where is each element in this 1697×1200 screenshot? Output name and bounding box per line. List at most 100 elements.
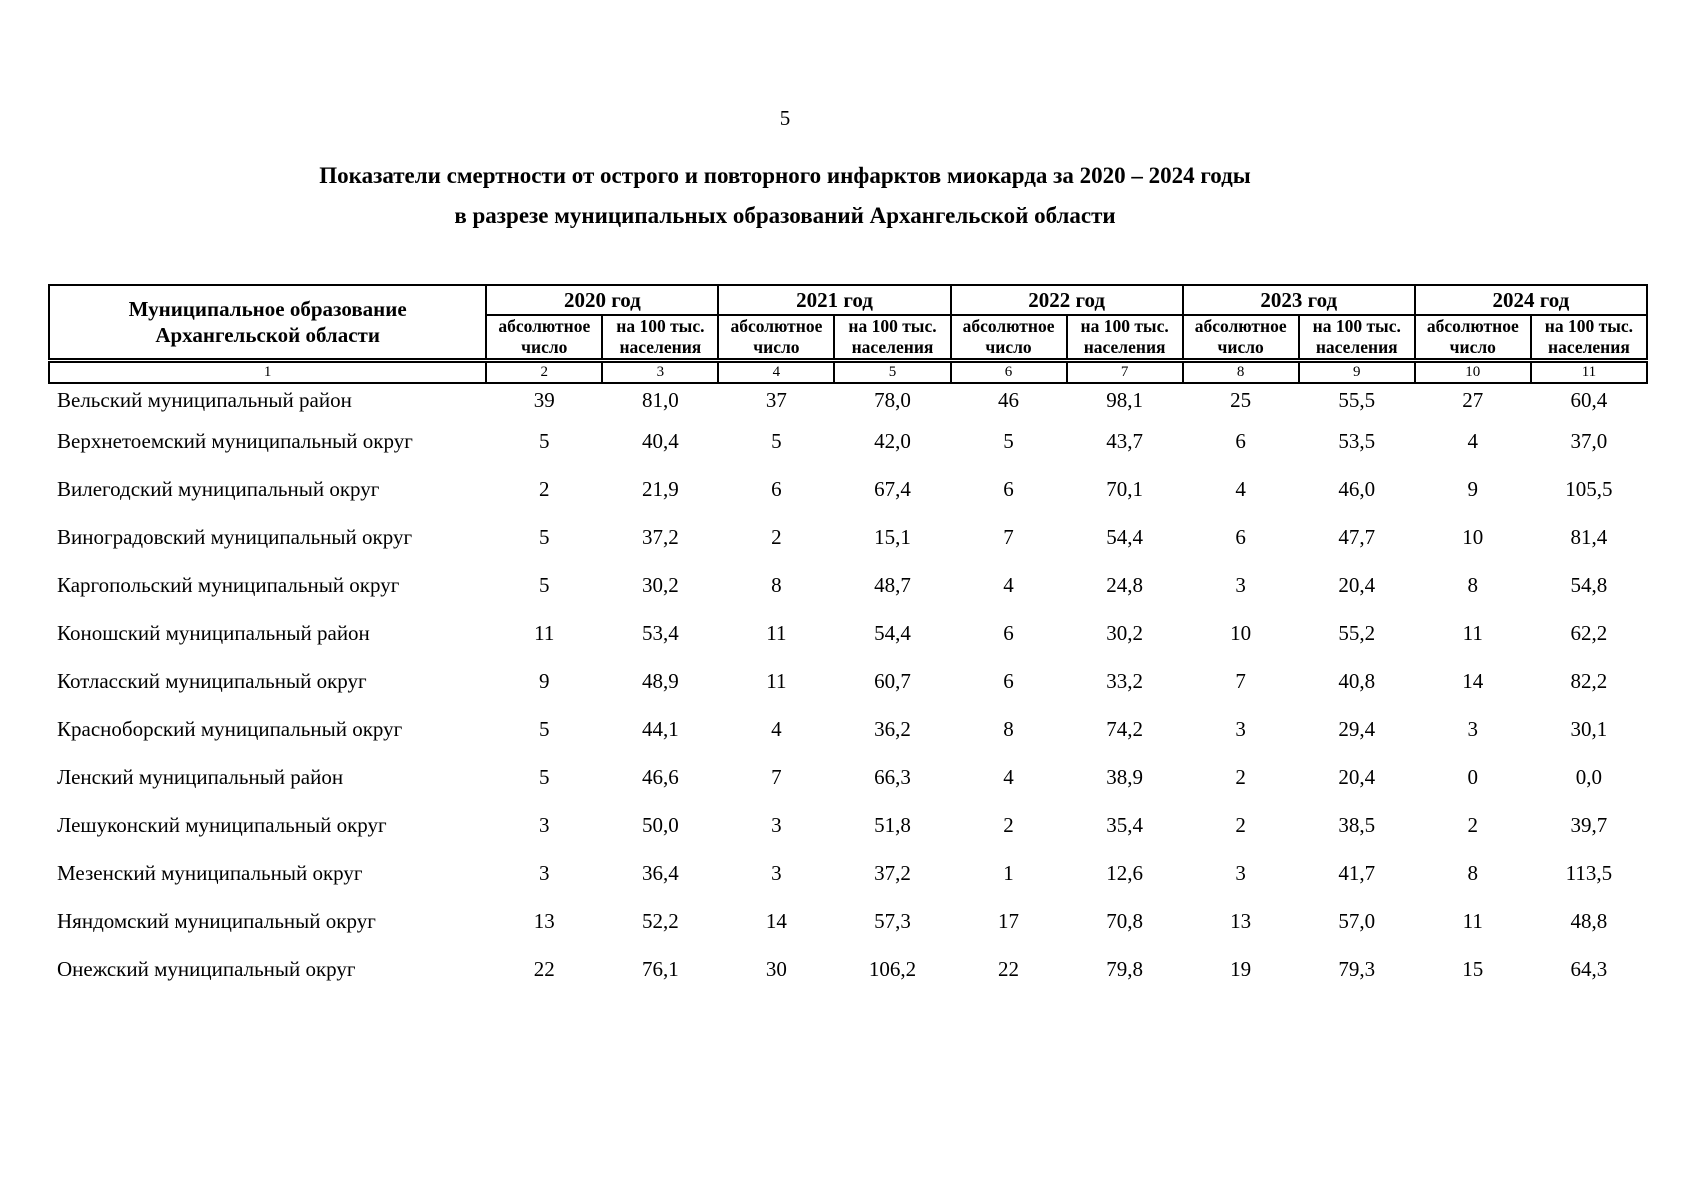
data-cell: 55,5 bbox=[1298, 383, 1415, 417]
column-number: 8 bbox=[1181, 358, 1300, 384]
data-cell: 22 bbox=[486, 945, 603, 993]
table-header: Муниципальное образование Архангельской … bbox=[47, 284, 1649, 384]
data-cell: 13 bbox=[486, 897, 603, 945]
data-cell: 2 bbox=[1414, 801, 1531, 849]
data-cell: 113,5 bbox=[1530, 849, 1647, 897]
data-cell: 30,1 bbox=[1530, 705, 1647, 753]
data-cell: 5 bbox=[486, 753, 603, 801]
data-cell: 7 bbox=[1182, 657, 1299, 705]
data-cell: 48,7 bbox=[834, 561, 951, 609]
column-number: 3 bbox=[601, 358, 720, 384]
municipality-column-header-line-2: Архангельской области bbox=[155, 323, 380, 347]
title-line-2: в разрезе муниципальных образований Арха… bbox=[454, 203, 1116, 228]
data-cell: 40,8 bbox=[1298, 657, 1415, 705]
column-number: 11 bbox=[1529, 358, 1649, 384]
data-cell: 17 bbox=[950, 897, 1067, 945]
table-row: Няндомский муниципальный округ 13 52,2 14 57… bbox=[49, 897, 1647, 945]
data-cell: 2 bbox=[950, 801, 1067, 849]
data-cell: 38,9 bbox=[1066, 753, 1183, 801]
data-cell: 11 bbox=[1414, 609, 1531, 657]
data-cell: 27 bbox=[1414, 383, 1531, 417]
data-cell: 51,8 bbox=[834, 801, 951, 849]
subheader-per-100k-population: на 100 тыс. населения bbox=[1297, 314, 1416, 362]
data-cell: 11 bbox=[1414, 897, 1531, 945]
data-cell: 48,8 bbox=[1530, 897, 1647, 945]
data-cell: 81,4 bbox=[1530, 513, 1647, 561]
data-cell: 37,2 bbox=[834, 849, 951, 897]
data-cell: 3 bbox=[718, 849, 835, 897]
subheader-absolute-number: абсолютное число bbox=[485, 314, 604, 362]
data-cell: 20,4 bbox=[1298, 561, 1415, 609]
data-cell: 3 bbox=[1182, 561, 1299, 609]
data-cell: 81,0 bbox=[602, 383, 719, 417]
data-cell: 3 bbox=[1182, 705, 1299, 753]
subheader-per-100k-population: на 100 тыс. населения bbox=[601, 314, 720, 362]
data-cell: 25 bbox=[1182, 383, 1299, 417]
table-row: Верхнетоемский муниципальный округ 5 40,4 5… bbox=[49, 417, 1647, 465]
data-cell: 13 bbox=[1182, 897, 1299, 945]
document-title: Показатели смертности от острого и повто… bbox=[0, 156, 1570, 236]
column-number: 10 bbox=[1413, 358, 1532, 384]
data-cell: 78,0 bbox=[834, 383, 951, 417]
data-cell: 6 bbox=[950, 609, 1067, 657]
column-number-row: 1 2 3 4 5 6 7 8 9 10 11 bbox=[47, 358, 1649, 384]
data-cell: 30 bbox=[718, 945, 835, 993]
data-cell: 4 bbox=[950, 561, 1067, 609]
table-row: Каргопольский муниципальный округ 5 30,2 8 4… bbox=[49, 561, 1647, 609]
data-cell: 15,1 bbox=[834, 513, 951, 561]
column-number: 2 bbox=[485, 358, 604, 384]
municipality-name: Верхнетоемский муниципальный округ bbox=[49, 417, 487, 465]
data-cell: 8 bbox=[1414, 849, 1531, 897]
data-cell: 4 bbox=[718, 705, 835, 753]
data-cell: 40,4 bbox=[602, 417, 719, 465]
data-cell: 10 bbox=[1182, 609, 1299, 657]
municipality-name: Котласский муниципальный округ bbox=[49, 657, 487, 705]
table-row: Ленский муниципальный район 5 46,6 7 66,3 4 38… bbox=[49, 753, 1647, 801]
data-cell: 50,0 bbox=[602, 801, 719, 849]
data-cell: 53,5 bbox=[1298, 417, 1415, 465]
data-cell: 37 bbox=[718, 383, 835, 417]
data-cell: 4 bbox=[1414, 417, 1531, 465]
year-header-2021: 2021 год bbox=[717, 284, 952, 316]
data-cell: 54,4 bbox=[1066, 513, 1183, 561]
data-cell: 6 bbox=[950, 657, 1067, 705]
data-cell: 79,3 bbox=[1298, 945, 1415, 993]
data-cell: 79,8 bbox=[1066, 945, 1183, 993]
data-cell: 66,3 bbox=[834, 753, 951, 801]
column-number: 5 bbox=[833, 358, 952, 384]
mortality-table: Муниципальное образование Архангельской … bbox=[47, 284, 1649, 993]
data-cell: 46,0 bbox=[1298, 465, 1415, 513]
data-cell: 54,8 bbox=[1530, 561, 1647, 609]
data-cell: 106,2 bbox=[834, 945, 951, 993]
data-cell: 5 bbox=[486, 513, 603, 561]
data-cell: 11 bbox=[718, 657, 835, 705]
data-cell: 98,1 bbox=[1066, 383, 1183, 417]
data-cell: 53,4 bbox=[602, 609, 719, 657]
data-cell: 38,5 bbox=[1298, 801, 1415, 849]
year-header-row: Муниципальное образование Архангельской … bbox=[47, 284, 1649, 362]
column-number: 9 bbox=[1297, 358, 1416, 384]
year-header-2024: 2024 год bbox=[1413, 284, 1649, 316]
data-cell: 2 bbox=[1182, 801, 1299, 849]
municipality-column-header: Муниципальное образование Архангельской … bbox=[47, 284, 488, 362]
data-cell: 5 bbox=[718, 417, 835, 465]
data-cell: 5 bbox=[486, 705, 603, 753]
data-cell: 46,6 bbox=[602, 753, 719, 801]
data-cell: 37,2 bbox=[602, 513, 719, 561]
data-cell: 9 bbox=[486, 657, 603, 705]
data-cell: 52,2 bbox=[602, 897, 719, 945]
data-cell: 1 bbox=[950, 849, 1067, 897]
municipality-name: Мезенский муниципальный округ bbox=[49, 849, 487, 897]
table-row: Лешуконский муниципальный округ 3 50,0 3 51,… bbox=[49, 801, 1647, 849]
data-cell: 2 bbox=[718, 513, 835, 561]
data-cell: 6 bbox=[1182, 417, 1299, 465]
data-cell: 39,7 bbox=[1530, 801, 1647, 849]
data-cell: 57,0 bbox=[1298, 897, 1415, 945]
data-cell: 9 bbox=[1414, 465, 1531, 513]
data-cell: 7 bbox=[718, 753, 835, 801]
data-cell: 70,1 bbox=[1066, 465, 1183, 513]
data-cell: 22 bbox=[950, 945, 1067, 993]
table-row: Коношский муниципальный район 11 53,4 11 54,… bbox=[49, 609, 1647, 657]
data-cell: 8 bbox=[1414, 561, 1531, 609]
subheader-absolute-number: абсолютное число bbox=[1413, 314, 1532, 362]
